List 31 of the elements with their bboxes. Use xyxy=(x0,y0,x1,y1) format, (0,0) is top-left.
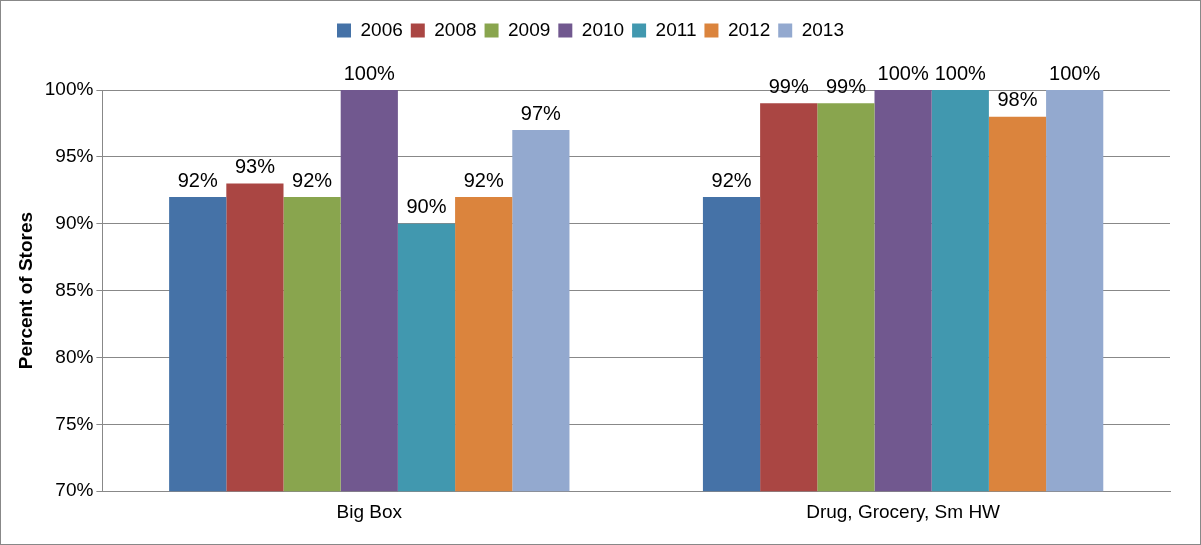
data-label: 100% xyxy=(934,61,987,84)
data-label: 90% xyxy=(406,195,447,218)
data-label: 99% xyxy=(768,74,809,97)
y-tick-label: 85% xyxy=(55,278,94,300)
data-label: 92% xyxy=(177,168,218,191)
y-tick-label: 70% xyxy=(55,479,94,501)
y-tick-label: 75% xyxy=(55,412,94,434)
y-tick-label: 90% xyxy=(55,211,94,233)
y-tick-label: 100% xyxy=(44,78,94,100)
y-tick-label: 80% xyxy=(55,345,94,367)
legend-label: 2008 xyxy=(434,18,477,40)
data-label: 92% xyxy=(292,168,333,191)
legend-label: 2006 xyxy=(360,18,403,40)
data-label: 99% xyxy=(825,74,867,97)
legend-label: 2009 xyxy=(508,18,551,40)
x-tick-label: Big Box xyxy=(336,500,403,522)
data-label: 92% xyxy=(463,168,504,191)
legend-label: 2010 xyxy=(581,18,625,40)
legend-label: 2013 xyxy=(801,18,844,40)
data-label: 100% xyxy=(343,61,396,84)
data-label: 93% xyxy=(234,155,276,178)
legend-label: 2011 xyxy=(655,18,697,40)
data-label: 98% xyxy=(997,88,1038,111)
x-tick-label: Drug, Grocery, Sm HW xyxy=(806,500,1001,522)
data-label: 100% xyxy=(1049,61,1101,84)
data-label: 100% xyxy=(877,61,929,84)
y-axis-title: Percent of Stores xyxy=(14,211,36,370)
data-label: 92% xyxy=(711,168,752,191)
y-tick-label: 95% xyxy=(55,145,94,167)
data-label: 97% xyxy=(520,101,562,124)
legend-label: 2012 xyxy=(727,18,771,40)
